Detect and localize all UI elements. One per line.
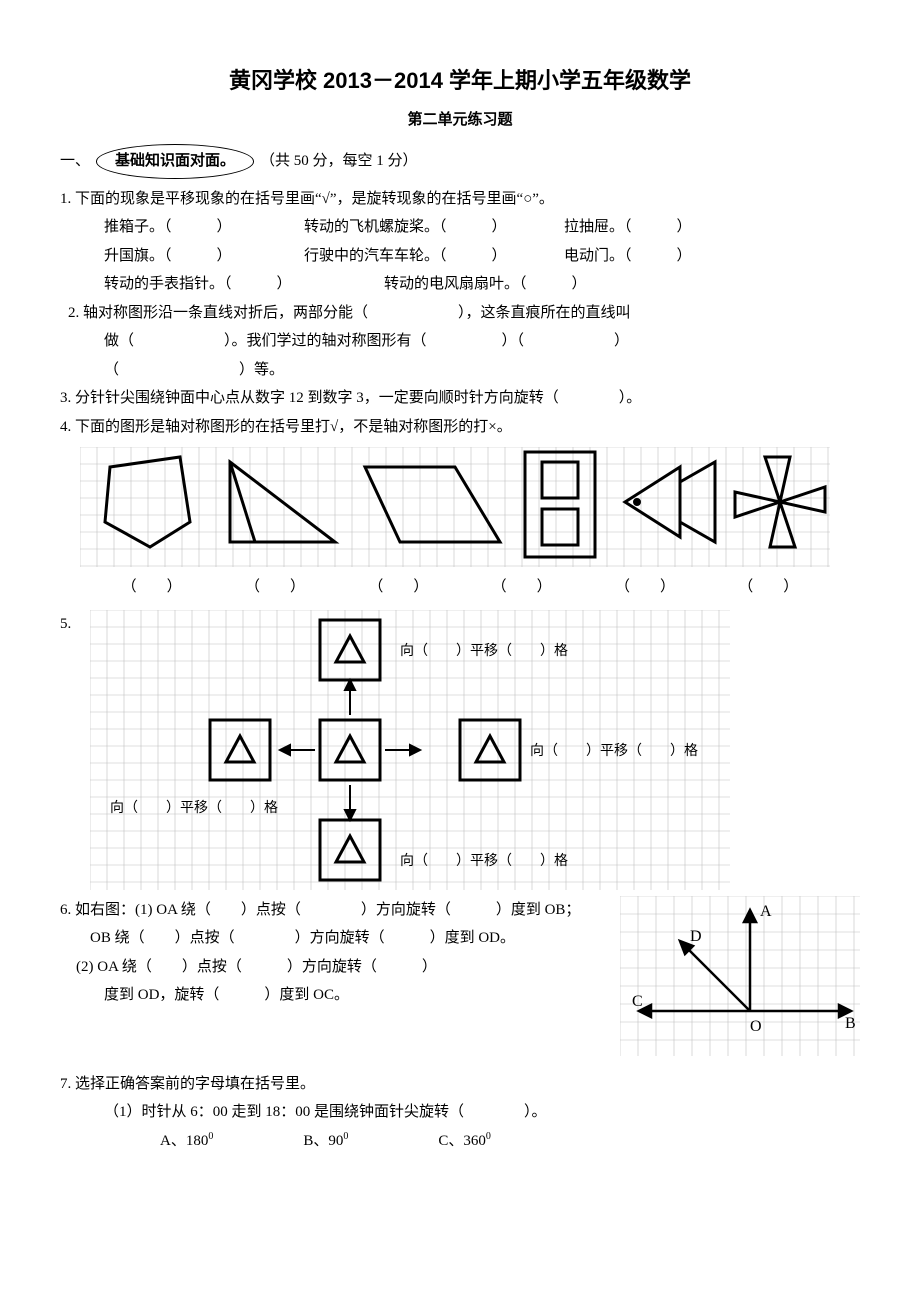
q5-num: 5. <box>60 610 90 639</box>
q2-l2: 做（ ）。我们学过的轴对称图形有（ ）（ ） <box>60 327 860 356</box>
q1-item: 升国旗。（ ） <box>104 242 304 271</box>
page-subtitle: 第二单元练习题 <box>60 106 860 135</box>
q6-l3: (2) OA 绕（ ）点按（ ）方向旋转（ ） <box>60 953 620 982</box>
q7-stem: 7. 选择正确答案前的字母填在括号里。 <box>60 1070 860 1099</box>
q2-l1: 2. 轴对称图形沿一条直线对折后，两部分能（ ），这条直痕所在的直线叫 <box>60 299 860 328</box>
section-num: 一、 <box>60 147 90 176</box>
q5-label-right: 向（ ）平移（ ）格 <box>530 743 698 759</box>
q2-l3: （ ）等。 <box>60 356 860 385</box>
q7-optC: C、3600 <box>438 1127 491 1156</box>
q4-blank: （ ） <box>615 573 675 602</box>
q5-label-left: 向（ ）平移（ ）格 <box>110 800 278 816</box>
svg-text:A: A <box>760 903 772 920</box>
q1-item: 转动的飞机螺旋桨。（ ） <box>304 213 564 242</box>
q6-l4: 度到 OD，旋转（ ）度到 OC。 <box>60 981 620 1010</box>
q7-sub1: （1）时针从 6：00 走到 18：00 是围绕钟面针尖旋转（ ）。 <box>60 1098 860 1127</box>
q1-item: 推箱子。（ ） <box>104 213 304 242</box>
q1-item: 行驶中的汽车车轮。（ ） <box>304 242 564 271</box>
svg-text:B: B <box>845 1015 856 1032</box>
q6-l1: 6. 如右图：(1) OA 绕（ ）点按（ ）方向旋转（ ）度到 OB； <box>60 896 620 925</box>
q4-stem: 4. 下面的图形是轴对称图形的在括号里打√，不是轴对称图形的打×。 <box>60 413 860 442</box>
q4-blank: （ ） <box>245 573 305 602</box>
page-title: 黄冈学校 2013－2014 学年上期小学五年级数学 <box>60 60 860 102</box>
svg-text:O: O <box>750 1018 762 1035</box>
q6-figure: A B C D O <box>620 896 860 1056</box>
q4-blank: （ ） <box>492 573 552 602</box>
q1-item: 拉抽屉。（ ） <box>564 213 692 242</box>
q7-optA: A、1800 <box>160 1127 213 1156</box>
q4-blank: （ ） <box>368 573 428 602</box>
q5-figure: 向（ ）平移（ ）格 向（ ）平移（ ）格 向（ ）平移（ ）格 向（ ）平移（… <box>90 610 730 890</box>
section-label: 基础知识面对面。 <box>96 144 254 179</box>
q1-item: 转动的手表指针。（ ） <box>104 270 384 299</box>
q5-label-top: 向（ ）平移（ ）格 <box>400 643 568 659</box>
q4-blank: （ ） <box>738 573 798 602</box>
q6-l2: OB 绕（ ）点按（ ）方向旋转（ ）度到 OD。 <box>60 924 620 953</box>
svg-text:D: D <box>690 928 702 945</box>
q1-row1: 推箱子。（ ） 转动的飞机螺旋桨。（ ） 拉抽屉。（ ） <box>60 213 860 242</box>
section-score: （共 50 分，每空 1 分） <box>260 147 418 176</box>
q4-blanks: （ ） （ ） （ ） （ ） （ ） （ ） <box>60 573 860 602</box>
section-1-head: 一、 基础知识面对面。 （共 50 分，每空 1 分） <box>60 144 860 179</box>
q3: 3. 分针针尖围绕钟面中心点从数字 12 到数字 3，一定要向顺时针方向旋转（ … <box>60 384 860 413</box>
q4-figure <box>80 447 860 567</box>
q1-item: 电动门。（ ） <box>564 242 692 271</box>
svg-text:C: C <box>632 993 643 1010</box>
q7-opts: A、1800 B、900 C、3600 <box>60 1127 860 1156</box>
q1-row2: 升国旗。（ ） 行驶中的汽车车轮。（ ） 电动门。（ ） <box>60 242 860 271</box>
q7-optB: B、900 <box>303 1127 348 1156</box>
q1-item: 转动的电风扇扇叶。（ ） <box>384 270 587 299</box>
q1-row3: 转动的手表指针。（ ） 转动的电风扇扇叶。（ ） <box>60 270 860 299</box>
q4-blank: （ ） <box>122 573 182 602</box>
q1-stem: 1. 下面的现象是平移现象的在括号里画“√”，是旋转现象的在括号里画“○”。 <box>60 185 860 214</box>
q5-label-bottom: 向（ ）平移（ ）格 <box>400 853 568 869</box>
